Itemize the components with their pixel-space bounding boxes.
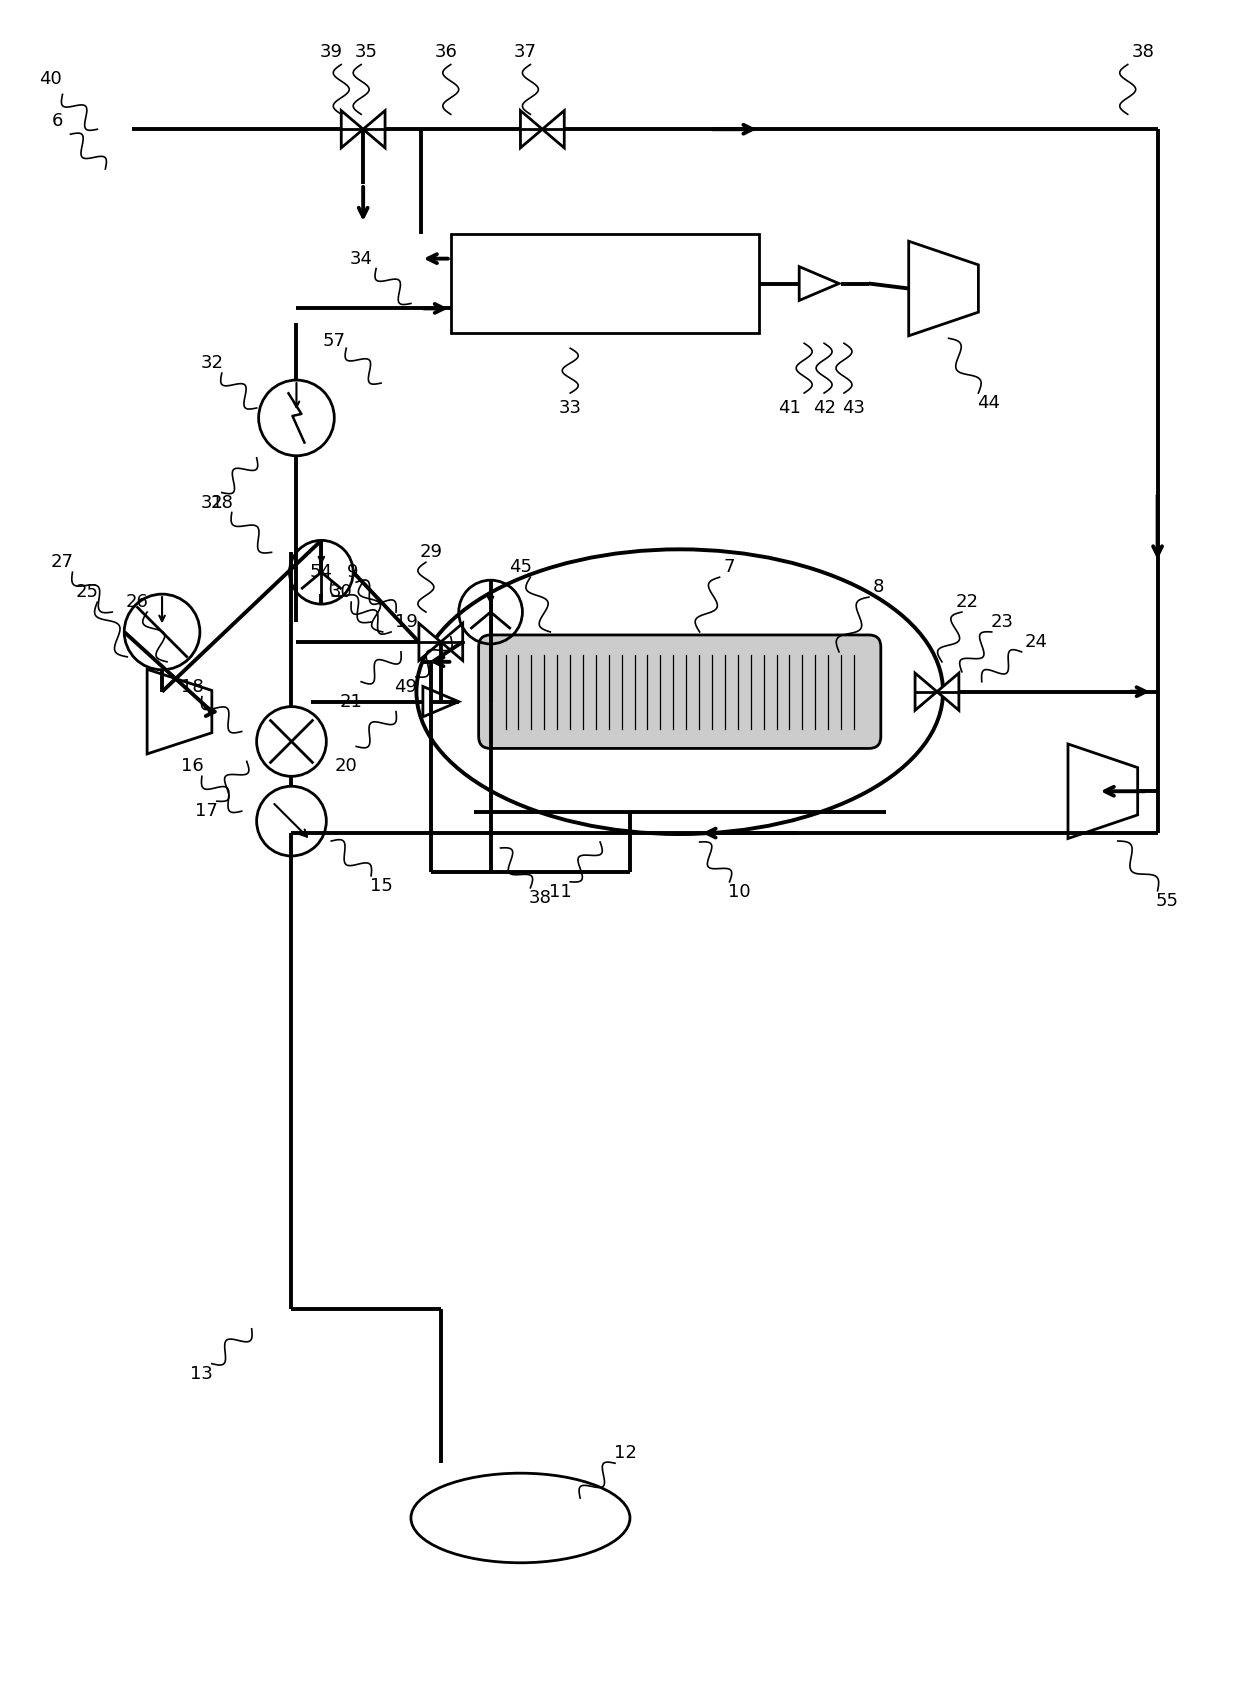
Text: 38: 38 [529, 889, 552, 906]
Text: 17: 17 [196, 802, 218, 820]
Text: 7: 7 [724, 558, 735, 577]
Polygon shape [363, 110, 386, 147]
Text: 8: 8 [873, 578, 884, 597]
Text: 12: 12 [614, 1444, 636, 1463]
Text: 6: 6 [52, 112, 63, 130]
FancyBboxPatch shape [479, 634, 880, 749]
Polygon shape [419, 624, 440, 661]
Text: 24: 24 [1025, 632, 1048, 651]
Ellipse shape [410, 1473, 630, 1562]
Text: 40: 40 [40, 71, 62, 88]
Polygon shape [800, 267, 839, 301]
Text: 19: 19 [394, 614, 418, 631]
Text: 20: 20 [335, 758, 357, 776]
Text: 57: 57 [322, 331, 346, 350]
Polygon shape [423, 687, 459, 717]
Bar [451, 233, 759, 333]
Text: 16: 16 [181, 758, 203, 776]
Polygon shape [937, 673, 959, 710]
Text: 18: 18 [181, 678, 203, 695]
Text: 15: 15 [370, 878, 393, 895]
Text: 13: 13 [191, 1365, 213, 1383]
Text: 22: 22 [955, 594, 978, 610]
Text: 27: 27 [51, 553, 74, 572]
Polygon shape [542, 110, 564, 147]
Text: 11: 11 [549, 883, 572, 901]
Text: 21: 21 [340, 693, 362, 710]
Text: 33: 33 [559, 399, 582, 418]
Polygon shape [915, 673, 937, 710]
Text: 28: 28 [211, 494, 233, 512]
Text: 38: 38 [1131, 42, 1154, 61]
Text: 29: 29 [419, 543, 443, 561]
Polygon shape [440, 624, 463, 661]
Text: 49: 49 [394, 678, 418, 695]
Text: 41: 41 [777, 399, 801, 418]
Text: 23: 23 [991, 614, 1013, 631]
Text: 9: 9 [347, 563, 358, 582]
Text: 37: 37 [513, 42, 537, 61]
Text: 39: 39 [320, 42, 342, 61]
Text: 10: 10 [728, 883, 750, 901]
Text: 30: 30 [330, 583, 352, 600]
Text: 45: 45 [508, 558, 532, 577]
Text: 54: 54 [310, 563, 332, 582]
Polygon shape [148, 670, 212, 754]
Text: 34: 34 [350, 250, 373, 267]
Text: 25: 25 [76, 583, 99, 600]
Text: 44: 44 [977, 394, 999, 413]
Text: 43: 43 [842, 399, 866, 418]
Text: 42: 42 [812, 399, 836, 418]
Text: 35: 35 [355, 42, 378, 61]
Polygon shape [341, 110, 363, 147]
Polygon shape [1068, 744, 1137, 839]
Text: 26: 26 [125, 594, 149, 610]
Text: 55: 55 [1156, 891, 1179, 910]
Polygon shape [909, 242, 978, 337]
Polygon shape [521, 110, 542, 147]
Text: 32: 32 [201, 353, 223, 372]
Text: 31: 31 [201, 494, 223, 512]
Text: 36: 36 [434, 42, 458, 61]
